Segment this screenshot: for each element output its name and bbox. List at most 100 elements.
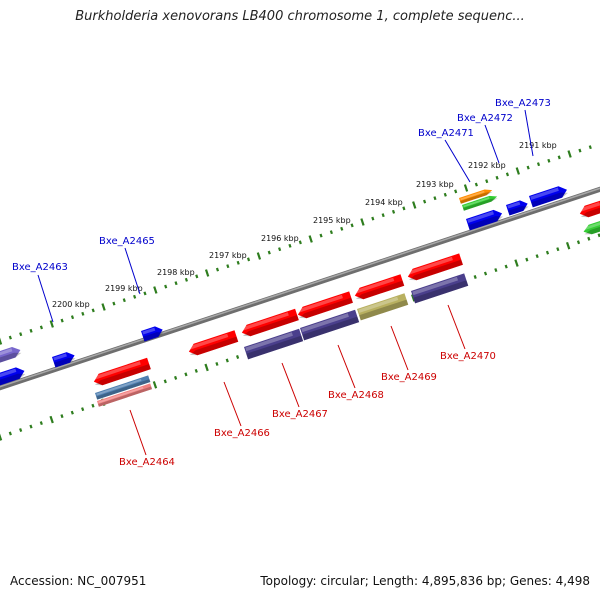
tick-label: 2194 kbp — [365, 198, 403, 207]
forward-tick-track — [0, 145, 592, 345]
forward-track-major-tick — [412, 201, 417, 209]
forward-track-major-tick — [360, 218, 365, 226]
leader-line — [337, 344, 356, 389]
forward-track-minor-tick — [298, 240, 302, 245]
forward-track-minor-tick — [246, 257, 251, 262]
reverse-track-minor-tick — [535, 254, 539, 259]
reverse-track-minor-tick — [225, 358, 229, 363]
gene-feature-forward — [462, 195, 498, 211]
forward-track-minor-tick — [81, 311, 85, 316]
gene-feature-forward — [459, 189, 493, 204]
forward-track-minor-tick — [526, 165, 530, 170]
gene-feature-forward — [0, 367, 26, 386]
forward-track-minor-tick — [288, 243, 292, 248]
tick-label: 2200 kbp — [52, 300, 90, 309]
gene-feature-forward — [583, 218, 600, 235]
forward-track-minor-tick — [133, 294, 137, 299]
map-title: Burkholderia xenovorans LB400 chromosome… — [75, 9, 525, 24]
gene-feature-reverse — [411, 273, 469, 304]
leader-line — [37, 274, 54, 323]
gene-label-reverse: Bxe_A2468 — [328, 390, 384, 401]
forward-track-minor-tick — [278, 247, 282, 252]
gene-label-forward: Bxe_A2463 — [12, 262, 68, 273]
leader-line — [281, 362, 300, 408]
forward-track-major-tick — [49, 320, 54, 328]
forward-track-major-tick — [204, 269, 210, 277]
reverse-track-minor-tick — [473, 275, 477, 279]
forward-track-minor-tick — [122, 298, 126, 303]
forward-track-minor-tick — [112, 301, 116, 306]
reverse-track-minor-tick — [19, 428, 23, 433]
reverse-track-minor-tick — [29, 424, 33, 429]
forward-track-minor-tick — [195, 274, 199, 279]
leader-line — [390, 325, 409, 371]
forward-track-minor-tick — [164, 284, 168, 289]
gene-feature-reverse — [188, 330, 239, 356]
tick-label: 2198 kbp — [157, 268, 195, 277]
gene-label-forward: Bxe_A2465 — [99, 236, 155, 247]
forward-track-minor-tick — [329, 230, 333, 235]
forward-track-minor-tick — [381, 213, 385, 218]
forward-track-minor-tick — [588, 145, 592, 150]
chromosome-backbone — [0, 186, 600, 391]
forward-track-minor-tick — [505, 172, 510, 177]
forward-track-minor-tick — [474, 182, 478, 187]
tick-label: 2197 kbp — [209, 251, 247, 260]
forward-track-minor-tick — [391, 209, 396, 214]
reverse-track-major-tick — [411, 294, 416, 302]
tick-label: 2196 kbp — [261, 234, 299, 243]
forward-track-minor-tick — [184, 277, 188, 282]
tick-label: 2192 kbp — [468, 161, 506, 170]
reverse-track-major-tick — [514, 259, 519, 267]
gene-label-forward: Bxe_A2471 — [418, 128, 474, 139]
reverse-track-major-tick — [49, 415, 54, 424]
gene-label-reverse: Bxe_A2464 — [119, 457, 175, 468]
forward-track-minor-tick — [433, 196, 437, 201]
reverse-track-minor-tick — [60, 414, 64, 419]
position-labels: 2191 kbp 2192 kbp 2193 kbp 2194 kbp 2195 kbp… — [52, 141, 557, 309]
forward-track-minor-tick — [547, 158, 551, 163]
reverse-track-minor-tick — [194, 368, 198, 373]
forward-track-major-tick — [101, 303, 106, 311]
forward-track-minor-tick — [423, 199, 427, 204]
forward-track-major-tick — [153, 286, 158, 294]
forward-track-major-tick — [0, 337, 3, 345]
forward-track-minor-tick — [371, 216, 375, 221]
gene-feature-forward — [579, 198, 600, 218]
accession-text: Accession: NC_007951 — [10, 574, 147, 588]
gene-label-forward: Bxe_A2473 — [495, 98, 551, 109]
forward-track-minor-tick — [91, 308, 95, 313]
forward-track-minor-tick — [60, 318, 64, 323]
forward-track-minor-tick — [19, 332, 23, 337]
forward-track-minor-tick — [39, 325, 43, 330]
leader-line — [484, 124, 500, 164]
reverse-track-minor-tick — [545, 250, 550, 255]
leader-line — [129, 409, 147, 456]
reverse-track-minor-tick — [525, 257, 529, 262]
forward-track-major-tick — [256, 252, 262, 260]
tick-label: 2191 kbp — [519, 141, 557, 150]
tick-label: 2193 kbp — [416, 180, 454, 189]
gene-feature-reverse — [357, 293, 409, 321]
forward-track-minor-tick — [29, 328, 33, 333]
forward-track-minor-tick — [443, 192, 447, 197]
forward-track-minor-tick — [236, 260, 240, 265]
reverse-track-minor-tick — [8, 431, 12, 436]
leader-line — [447, 304, 466, 350]
forward-track-minor-tick — [536, 162, 541, 167]
reverse-track-minor-tick — [174, 375, 178, 380]
reverse-track-minor-tick — [215, 362, 219, 366]
gene-label-reverse: Bxe_A2470 — [440, 351, 496, 362]
gene-feature-reverse — [95, 375, 151, 400]
tick-label: 2195 kbp — [313, 216, 351, 225]
gene-feature-reverse — [407, 253, 463, 281]
gene-features — [0, 186, 600, 407]
leader-line — [444, 139, 471, 183]
forward-track-minor-tick — [340, 226, 344, 231]
gene-feature-reverse — [244, 328, 304, 360]
reverse-track-major-tick — [565, 241, 571, 250]
gene-label-reverse: Bxe_A2466 — [214, 428, 270, 439]
gene-feature-reverse — [354, 274, 405, 300]
gene-label-reverse: Bxe_A2467 — [272, 409, 328, 420]
